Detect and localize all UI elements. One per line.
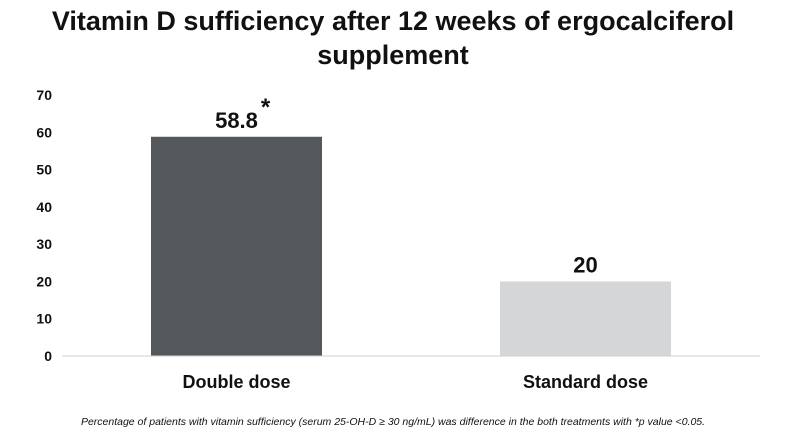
y-tick-label: 40 (36, 199, 52, 215)
y-axis: 0 10 20 30 40 50 60 70 (36, 87, 52, 364)
y-tick-label: 60 (36, 124, 52, 140)
significance-mark: * (261, 94, 271, 121)
bars (150, 136, 672, 356)
chart-title: Vitamin D sufficiency after 12 weeks of … (51, 6, 735, 70)
x-tick-label: Standard dose (523, 372, 648, 392)
footnote: Percentage of patients with vitamin suff… (80, 416, 706, 428)
y-tick-label: 20 (36, 273, 52, 289)
y-tick-label: 0 (44, 348, 52, 364)
y-tick-label: 10 (36, 311, 52, 327)
labels: 58.8 * Double dose 20 Standard dose (182, 94, 648, 392)
y-tick-label: 50 (36, 162, 52, 178)
y-tick-label: 30 (36, 236, 52, 252)
x-tick-label: Double dose (182, 372, 290, 392)
data-label: 58.8 (215, 108, 258, 133)
bar (150, 136, 323, 356)
y-tick-label: 70 (36, 87, 52, 103)
bar (499, 281, 672, 356)
data-label: 20 (573, 252, 597, 277)
